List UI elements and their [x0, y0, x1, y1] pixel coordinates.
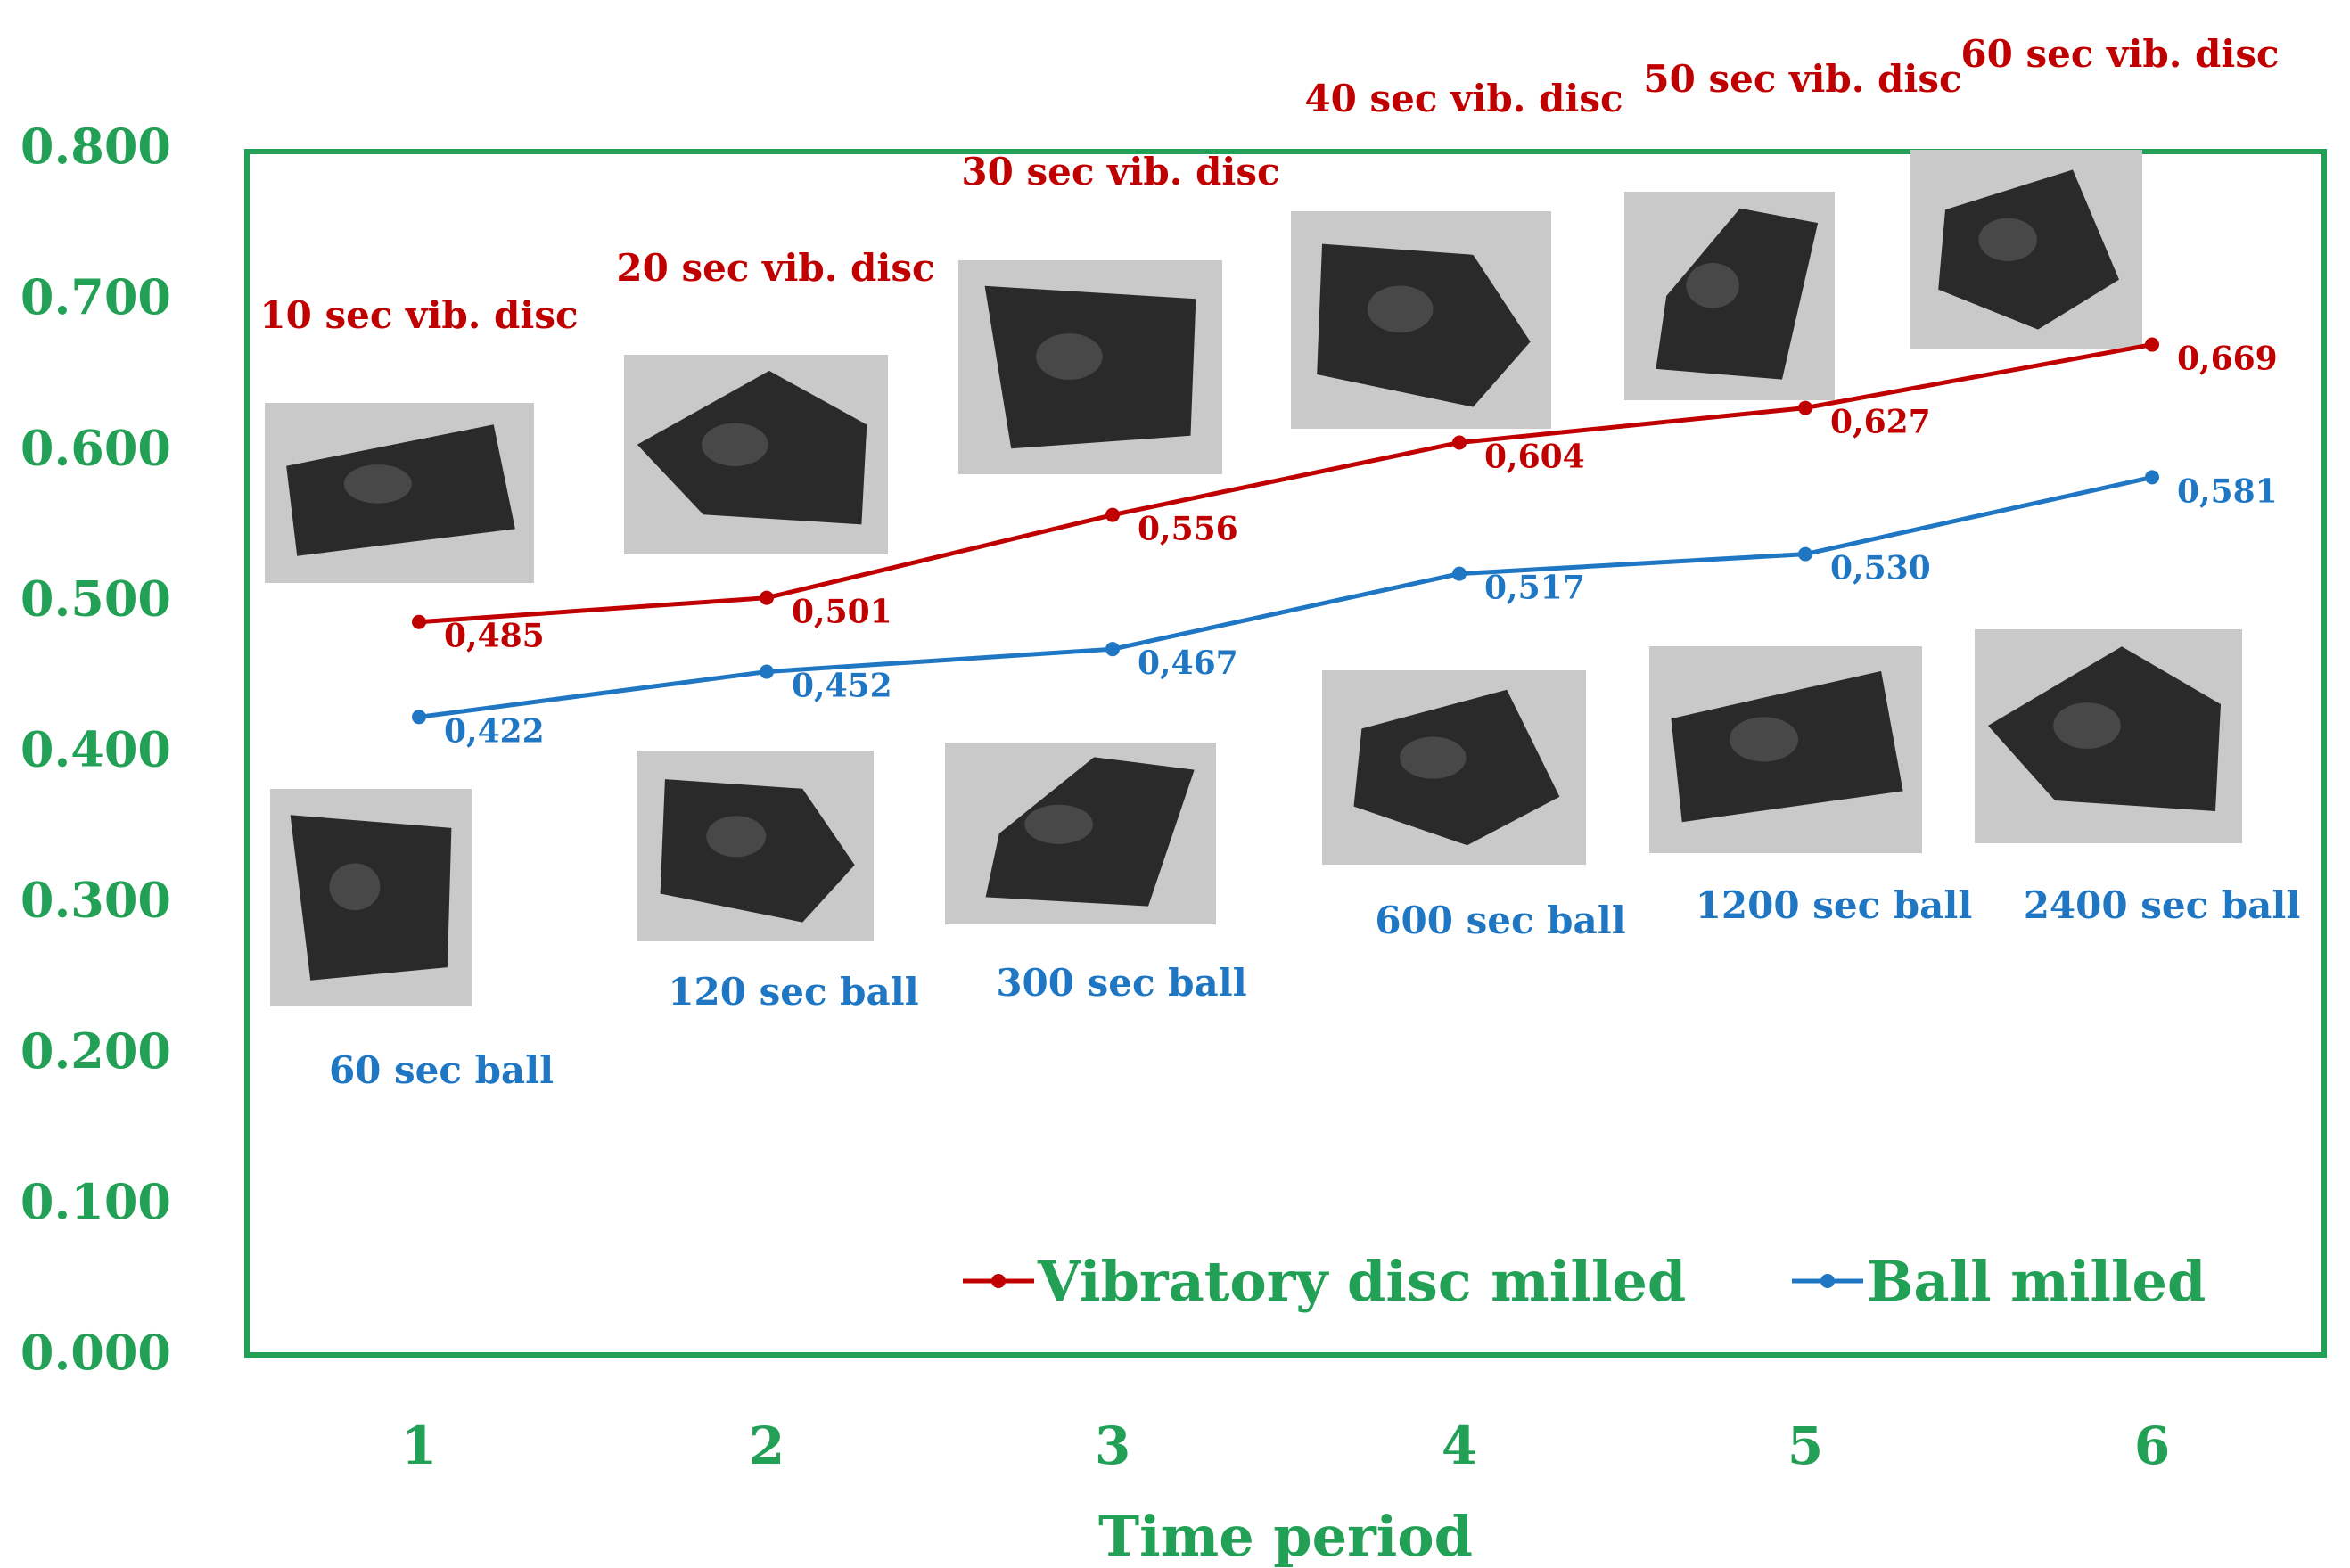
data-point: [1452, 435, 1467, 450]
x-tick-label: 6: [2134, 1416, 2170, 1476]
particle-highlight: [329, 863, 381, 911]
legend-label: Ball milled: [1867, 1249, 2206, 1314]
y-tick-label: 0.000: [21, 1324, 171, 1381]
data-label: 0,669: [2177, 341, 2278, 378]
legend: Vibratory disc milled Ball milled: [963, 1249, 2206, 1314]
y-tick-label: 0.800: [21, 118, 171, 175]
point-annotation: 300 sec ball: [996, 961, 1246, 1005]
particle-highlight: [1024, 804, 1093, 844]
particle-highlight: [2053, 702, 2121, 749]
data-point: [760, 664, 774, 679]
point-annotation: 2400 sec ball: [2024, 883, 2301, 927]
y-tick-label: 0.100: [21, 1173, 171, 1230]
particle-highlight: [1367, 285, 1434, 333]
point-annotation: 60 sec vib. disc: [1960, 32, 2279, 76]
data-point: [1105, 507, 1120, 522]
data-point: [760, 590, 774, 605]
data-label: 0,452: [792, 668, 892, 705]
x-tick-label: 2: [749, 1416, 785, 1476]
particle-highlight: [1978, 218, 2037, 261]
particle-highlight: [1036, 333, 1103, 380]
data-label: 0,517: [1484, 570, 1585, 607]
y-tick-label: 0.500: [21, 570, 171, 627]
point-annotation: 60 sec ball: [329, 1048, 554, 1092]
y-tick-label: 0.600: [21, 419, 171, 476]
data-label: 0,604: [1484, 438, 1585, 475]
y-axis-ticks: 0.000 0.100 0.200 0.300 0.400 0.500 0.600 0.700…: [21, 118, 171, 1381]
data-label: 0,530: [1830, 550, 1931, 587]
data-label: 0,556: [1138, 511, 1238, 548]
point-annotation: 600 sec ball: [1375, 899, 1625, 942]
series-layer: 0,485 10 sec vib. disc 0,501 20 sec vib. di…: [259, 32, 2300, 1092]
data-label: 0,467: [1138, 644, 1238, 682]
particle-highlight: [1400, 736, 1467, 779]
series-line: [418, 474, 2153, 719]
data-label: 0,627: [1830, 404, 1931, 441]
data-point: [1798, 400, 1812, 415]
x-axis-ticks: 1 2 3 4 5 6: [401, 1416, 2170, 1476]
particle-highlight: [343, 464, 412, 504]
data-point: [2145, 470, 2159, 485]
series-line: [418, 342, 2153, 625]
point-annotation: 120 sec ball: [668, 970, 918, 1014]
particle-images: [265, 150, 2242, 1006]
y-tick-label: 0.700: [21, 268, 171, 325]
x-axis-label: Time period: [1098, 1504, 1473, 1568]
y-tick-label: 0.200: [21, 1022, 171, 1080]
data-point: [2145, 337, 2159, 352]
data-point: [1452, 566, 1467, 581]
data-point: [1105, 642, 1120, 657]
y-tick-label: 0.300: [21, 872, 171, 929]
data-point: [1798, 546, 1812, 562]
plot-frame: [244, 149, 2327, 1358]
x-tick-label: 3: [1095, 1416, 1130, 1476]
x-tick-label: 5: [1787, 1416, 1823, 1476]
point-annotation: 10 sec vib. disc: [259, 293, 578, 337]
data-point: [412, 710, 426, 725]
data-label: 0,485: [444, 618, 545, 655]
particle-highlight: [706, 816, 767, 858]
point-annotation: 30 sec vib. disc: [961, 150, 1279, 193]
point-annotation: 20 sec vib. disc: [616, 246, 934, 290]
data-label: 0,422: [444, 712, 545, 750]
point-annotation: 50 sec vib. disc: [1643, 57, 1961, 101]
legend-label: Vibratory disc milled: [1037, 1249, 1686, 1314]
data-label: 0,581: [2177, 472, 2278, 510]
point-annotation: 40 sec vib. disc: [1304, 77, 1623, 120]
legend-marker: [1820, 1274, 1835, 1288]
x-tick-label: 1: [401, 1416, 437, 1476]
data-label: 0,501: [792, 594, 892, 631]
particle-highlight: [702, 423, 768, 466]
particle-highlight: [1686, 263, 1739, 308]
y-tick-label: 0.400: [21, 721, 171, 778]
legend-marker: [991, 1274, 1006, 1288]
point-annotation: 1200 sec ball: [1696, 883, 1973, 927]
particle-highlight: [1729, 717, 1799, 762]
x-tick-label: 4: [1442, 1416, 1477, 1476]
data-point: [412, 614, 426, 629]
